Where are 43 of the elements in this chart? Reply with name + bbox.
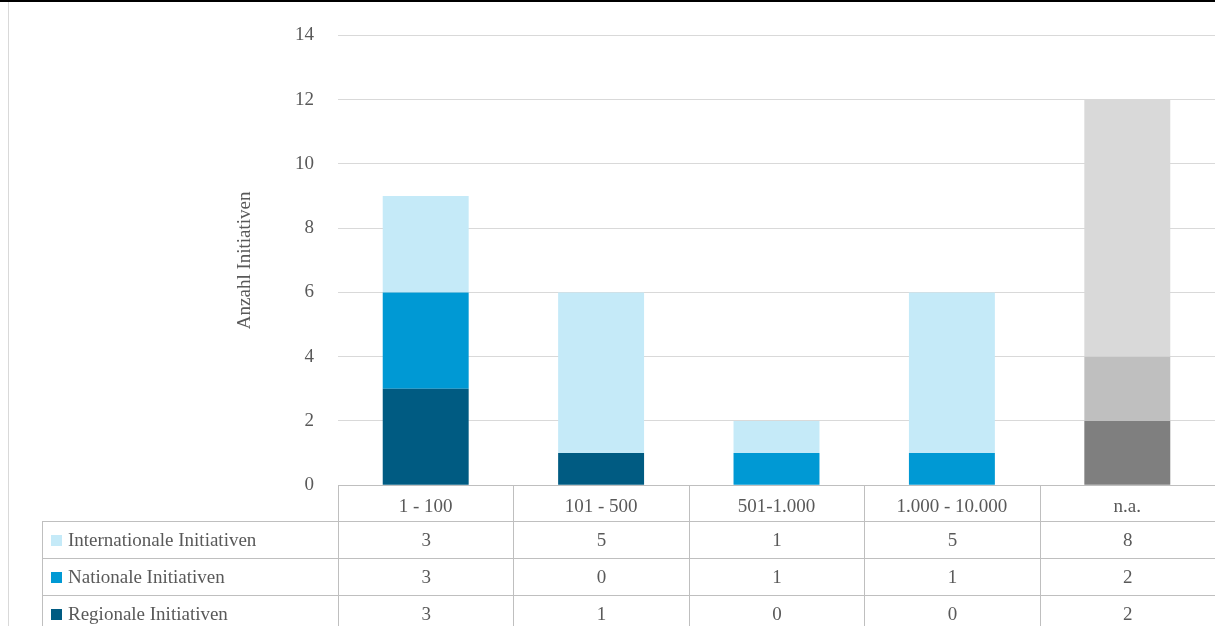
data-label: 0 <box>513 558 690 597</box>
bar <box>1084 356 1171 421</box>
x-tick-label: 101 - 500 <box>564 494 638 516</box>
y-tick-label: 8 <box>304 216 314 238</box>
bar <box>558 453 645 485</box>
data-label: 2 <box>1039 595 1215 626</box>
data-label: 3 <box>338 521 515 560</box>
bar <box>733 420 820 454</box>
data-label: 0 <box>864 595 1041 626</box>
y-axis-title: Anzahl Initiativen <box>233 190 255 330</box>
data-label: 0 <box>688 595 866 626</box>
data-label: 1 <box>513 595 690 626</box>
y-tick-label: 0 <box>304 473 314 495</box>
data-label: 3 <box>338 558 515 597</box>
legend-label: Internationale Initiativen <box>42 521 339 560</box>
bar <box>733 453 820 485</box>
data-label: 3 <box>338 595 515 626</box>
bar <box>382 196 469 293</box>
y-tick-label: 12 <box>295 87 314 109</box>
data-label: 5 <box>864 521 1041 560</box>
legend-label: Nationale Initiativen <box>42 558 339 597</box>
x-tick-label: n.a. <box>1113 494 1142 516</box>
y-tick-label: 14 <box>295 23 315 45</box>
x-tick-label: 501-1.000 <box>737 494 816 516</box>
data-label: 2 <box>1039 558 1215 597</box>
data-label: 5 <box>513 521 690 560</box>
y-tick-label: 6 <box>304 280 314 302</box>
bar <box>382 292 469 389</box>
bar <box>382 388 469 485</box>
bar <box>908 292 995 454</box>
bar <box>558 292 645 454</box>
data-label: 8 <box>1039 521 1215 560</box>
y-tick-label: 2 <box>304 408 314 430</box>
x-tick-label: 1.000 - 10.000 <box>896 494 1008 516</box>
data-label: 1 <box>688 521 866 560</box>
bar <box>1084 420 1171 485</box>
x-tick-label: 1 - 100 <box>398 494 453 516</box>
data-label: 1 <box>864 558 1041 597</box>
legend-label: Regionale Initiativen <box>42 595 339 626</box>
y-tick-label: 4 <box>304 344 315 366</box>
data-label: 1 <box>688 558 866 597</box>
bar <box>908 453 995 485</box>
y-tick-label: 10 <box>295 151 314 173</box>
